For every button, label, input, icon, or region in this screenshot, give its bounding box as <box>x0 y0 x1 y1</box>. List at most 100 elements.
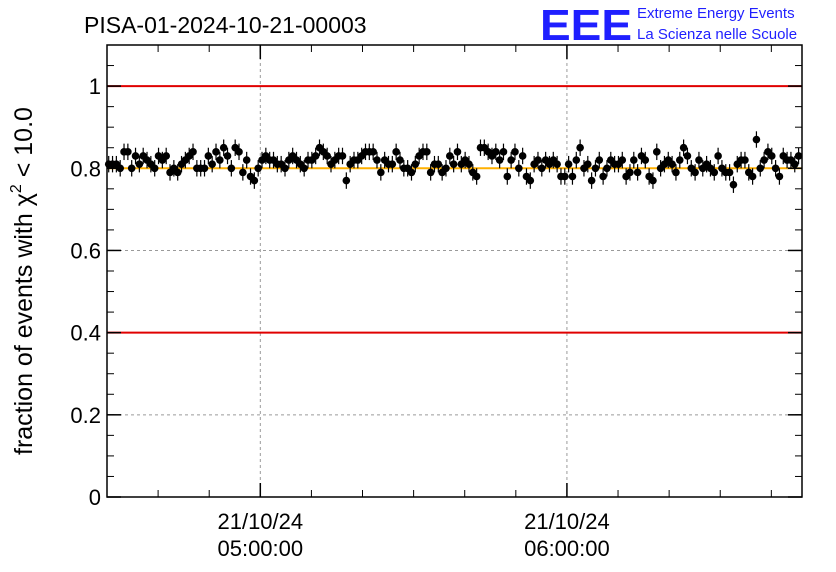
data-point <box>189 148 197 156</box>
data-point <box>311 152 320 160</box>
data-point <box>629 156 638 164</box>
data-point <box>560 172 569 181</box>
data-point <box>672 168 680 177</box>
data-point <box>208 160 216 168</box>
data-point <box>794 152 803 160</box>
data-point <box>423 148 431 156</box>
data-point <box>377 168 385 177</box>
data-point <box>771 164 780 173</box>
data-point <box>760 156 768 164</box>
plot-frame <box>106 44 803 498</box>
data-point <box>434 160 443 168</box>
data-point <box>587 176 596 185</box>
data-point <box>492 148 500 156</box>
data-point <box>373 156 381 164</box>
logo-line1: Extreme Energy Events <box>637 5 795 22</box>
data-point <box>411 160 420 168</box>
data-point <box>599 172 607 181</box>
y-tick-label: 0.8 <box>70 156 101 181</box>
data-point <box>756 164 765 173</box>
data-point <box>216 156 224 164</box>
data-point <box>396 156 404 164</box>
data-point <box>135 160 144 168</box>
data-point <box>526 176 535 185</box>
data-point <box>618 156 627 164</box>
y-tick-label: 0.4 <box>70 321 101 346</box>
data-point <box>426 168 435 177</box>
data-point <box>691 168 699 177</box>
data-point <box>668 160 676 168</box>
data-point <box>127 164 136 173</box>
data-point <box>242 156 251 164</box>
data-point <box>564 160 573 168</box>
y-tick-label: 0.6 <box>70 238 101 263</box>
data-point <box>695 156 703 164</box>
data-point <box>553 160 561 168</box>
data-point <box>239 168 247 177</box>
data-point <box>503 172 512 181</box>
y-axis-label: fraction of events with χ2 < 10.0 <box>8 107 38 455</box>
y-axis-ticks: 0 0.2 0.4 0.6 0.8 1 <box>70 44 802 510</box>
data-point <box>204 152 213 160</box>
data-point <box>775 172 784 181</box>
data-point <box>338 152 347 160</box>
data-point <box>679 143 688 152</box>
y-tick-label: 0.2 <box>70 403 101 428</box>
data-point <box>603 164 611 173</box>
data-point <box>254 164 262 173</box>
data-point <box>568 172 577 181</box>
data-point <box>790 160 799 168</box>
data-point <box>323 152 331 160</box>
data-point <box>591 164 600 173</box>
data-point <box>388 160 397 168</box>
x-tick-date-label: 21/10/24 <box>524 509 610 534</box>
data-point <box>212 148 220 156</box>
data-point <box>511 148 519 156</box>
data-point <box>741 156 749 164</box>
data-point <box>173 168 182 177</box>
reference-lines <box>107 85 802 334</box>
x-tick-date-label: 21/10/24 <box>217 509 303 534</box>
data-point <box>442 164 450 173</box>
data-point <box>729 180 738 189</box>
data-point <box>223 152 232 160</box>
data-point <box>710 168 719 177</box>
y-tick-label: 1 <box>89 74 101 99</box>
data-point <box>683 152 692 160</box>
data-point <box>124 148 132 156</box>
data-point <box>342 176 351 185</box>
data-point <box>583 160 592 168</box>
data-point <box>538 164 546 173</box>
data-point <box>626 168 634 177</box>
data-point <box>131 152 140 160</box>
data-point <box>714 152 722 160</box>
data-point <box>748 172 757 181</box>
data-point <box>407 168 416 177</box>
data-point <box>162 152 170 160</box>
data-point <box>633 168 642 177</box>
data-points <box>104 131 803 193</box>
data-point <box>150 164 159 173</box>
y-tick-label: 0 <box>89 485 101 510</box>
data-point <box>518 152 527 160</box>
data-point <box>472 172 481 181</box>
logo-eee-text: EEE <box>540 1 632 50</box>
data-point <box>572 156 581 164</box>
data-point <box>499 148 508 156</box>
data-point <box>641 156 650 164</box>
data-point <box>281 164 289 173</box>
data-point <box>392 148 400 156</box>
data-point <box>465 160 473 168</box>
data-point <box>446 152 454 160</box>
data-point <box>752 135 761 144</box>
data-point <box>235 148 243 156</box>
data-point <box>534 156 542 164</box>
y-axis-label-tail: < 10.0 <box>10 107 38 184</box>
data-point <box>300 164 308 173</box>
data-point <box>725 168 734 177</box>
data-point <box>675 156 684 164</box>
data-point <box>453 148 462 156</box>
logo-line2: La Scienza nelle Scuole <box>637 26 797 43</box>
